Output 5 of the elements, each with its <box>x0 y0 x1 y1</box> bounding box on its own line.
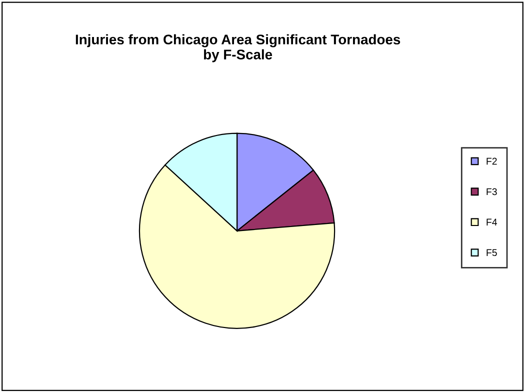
chart-title: Injuries from Chicago Area Significant Tornadoes by F-Scale <box>76 34 400 62</box>
legend-label: F5 <box>486 249 497 256</box>
legend-label: F3 <box>486 188 497 196</box>
legend-label: F2 <box>486 158 497 165</box>
legend-label: F4 <box>486 218 498 226</box>
